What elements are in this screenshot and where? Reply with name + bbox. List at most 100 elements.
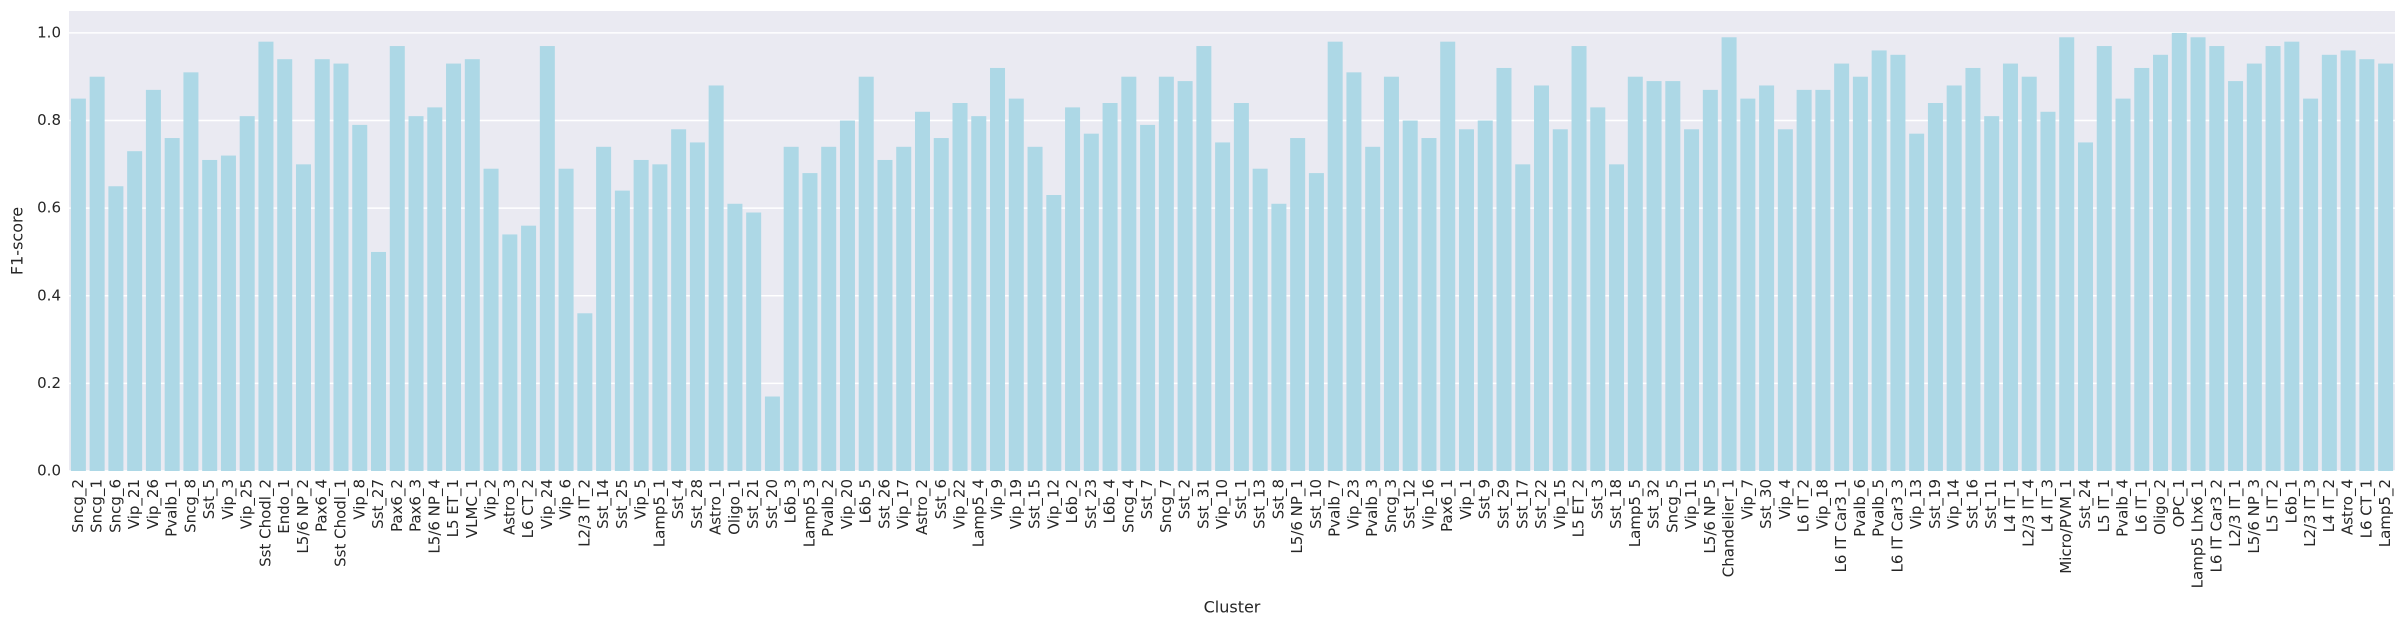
bar	[1440, 41, 1456, 472]
x-tick-label: Vip_14	[1945, 479, 1964, 529]
x-tick-label: L5 ET_2	[1570, 479, 1589, 537]
x-tick-label: Sncg_8	[181, 479, 200, 533]
bar	[1271, 203, 1287, 471]
x-tick-label: Endo_1	[275, 479, 294, 534]
x-tick-label: L6 IT Car3_3	[1888, 479, 1907, 572]
x-tick-label: L6b_3	[782, 479, 801, 523]
x-tick-label: Sst_5	[200, 479, 219, 519]
bar	[2021, 76, 2037, 471]
x-tick-label: L6b_4	[1101, 479, 1120, 523]
x-tick-label: Sncg_7	[1157, 479, 1176, 533]
bar	[614, 190, 630, 471]
bar	[2059, 37, 2075, 472]
bar	[1871, 50, 1887, 472]
x-tick-label: Astro_2	[913, 479, 932, 535]
bar	[2096, 46, 2112, 472]
x-tick-label: Sst_31	[1194, 479, 1213, 529]
bar	[1346, 72, 1362, 471]
x-tick-label: L5 IT_2	[2264, 479, 2283, 532]
x-tick-label: L6 IT_1	[2132, 479, 2151, 532]
x-tick-label: Pvalb_4	[2114, 479, 2133, 537]
x-tick-label: Vip_1	[1457, 479, 1476, 520]
bar	[708, 85, 724, 471]
x-tick-label: Sst_16	[1963, 479, 1982, 529]
x-tick-label: Vip_17	[894, 479, 913, 529]
bar	[1796, 89, 1812, 471]
x-tick-label: L5 ET_1	[444, 479, 463, 537]
x-tick-label: L6 IT_2	[1795, 479, 1814, 532]
bar	[427, 107, 443, 471]
bar	[1646, 81, 1662, 471]
y-tick-label: 0.8	[37, 111, 61, 129]
bar	[671, 129, 687, 472]
bar	[446, 63, 462, 471]
bar	[2134, 67, 2150, 471]
x-tick-label: Chandelier_1	[1720, 479, 1739, 577]
x-tick-label: Lamp5_4	[969, 479, 988, 547]
bar	[352, 124, 368, 472]
bar	[295, 164, 311, 472]
bar	[990, 67, 1006, 471]
bar	[802, 173, 818, 471]
x-tick-label: Sst_27	[369, 479, 388, 529]
bar	[145, 89, 161, 471]
bar	[1177, 81, 1193, 471]
bar	[952, 103, 968, 471]
bar	[2246, 63, 2262, 471]
x-tick-label: Vip_2	[482, 479, 501, 520]
x-tick-label: L5/6 NP_4	[425, 479, 444, 554]
x-tick-label: Pvalb_1	[163, 479, 182, 537]
bar	[1496, 67, 1512, 471]
x-tick-label: L5/6 NP_5	[1701, 479, 1720, 554]
bar	[258, 41, 274, 472]
bar	[858, 76, 874, 471]
x-tick-label: Sst_32	[1645, 479, 1664, 529]
y-tick-label: 0.6	[37, 199, 61, 217]
x-tick-label: Sst Chodl_2	[256, 479, 275, 567]
bar	[1065, 107, 1081, 471]
x-tick-label: L2/3 IT_4	[2020, 479, 2039, 547]
x-tick-label: Lamp5_2	[2376, 479, 2395, 547]
x-tick-label: Pvalb_6	[1851, 479, 1870, 537]
x-tick-label: Sst_26	[875, 479, 894, 529]
bar	[1290, 138, 1306, 472]
bar	[2002, 63, 2018, 471]
bar	[2284, 41, 2300, 472]
x-tick-label: L5/6 NP_3	[2245, 479, 2264, 554]
x-tick-label: Vip_9	[988, 479, 1007, 520]
bar	[1777, 129, 1793, 472]
bar	[70, 98, 86, 471]
bar	[239, 116, 255, 472]
bar	[971, 116, 987, 472]
bar	[821, 146, 837, 472]
x-tick-label: Sst_15	[1026, 479, 1045, 529]
x-tick-label: Sst_1	[1232, 479, 1251, 519]
x-tick-label: L4 IT_3	[2038, 479, 2057, 532]
x-tick-label: Sst_28	[688, 479, 707, 529]
bar	[277, 59, 293, 471]
x-tick-label: L6 IT Car3_1	[1832, 479, 1851, 572]
x-tick-label: Vip_23	[1344, 479, 1363, 529]
x-tick-label: Sst_21	[744, 479, 763, 529]
bar	[1083, 133, 1099, 471]
x-tick-label: Vip_19	[1007, 479, 1026, 529]
x-tick-label: Sst_14	[594, 479, 613, 529]
bar	[89, 76, 105, 471]
x-tick-label: Sst_2	[1176, 479, 1195, 519]
bar	[596, 146, 612, 472]
y-tick-label: 0.4	[37, 286, 61, 304]
bar	[1402, 120, 1418, 472]
bar	[1102, 103, 1118, 471]
bar	[1515, 164, 1531, 472]
x-tick-label: L6b_5	[857, 479, 876, 523]
bar	[2228, 81, 2244, 471]
bar	[1740, 98, 1756, 471]
x-tick-label: Sst_10	[1307, 479, 1326, 529]
x-tick-label: Pvalb_5	[1870, 479, 1889, 537]
y-tick-label: 0.2	[37, 374, 61, 392]
bar	[1552, 129, 1568, 472]
x-tick-label: Sncg_5	[1663, 479, 1682, 533]
x-tick-label: Sst_6	[932, 479, 951, 519]
bar	[389, 46, 405, 472]
